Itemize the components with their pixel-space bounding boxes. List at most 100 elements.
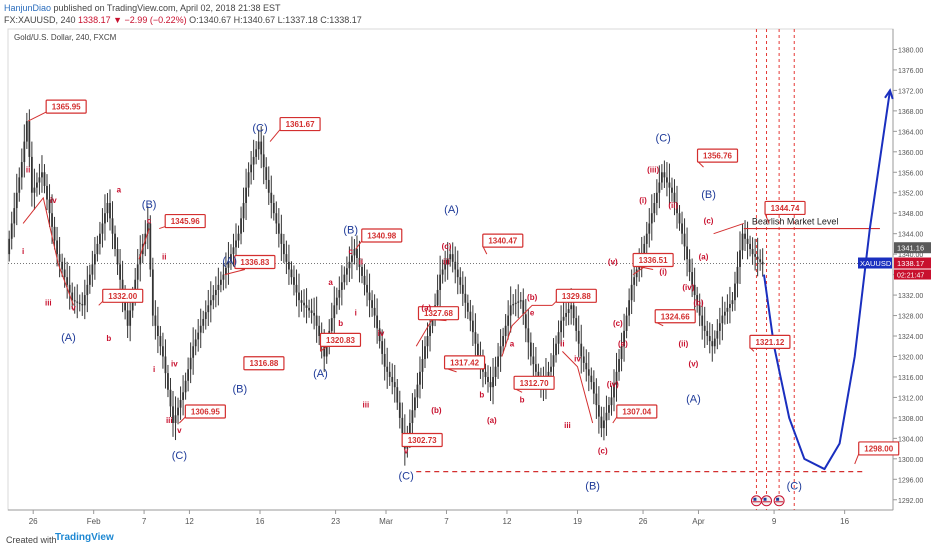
y-tick-label: 1360.00: [898, 150, 923, 157]
candle-body: [383, 353, 386, 367]
candle-body: [167, 373, 169, 390]
y-tick-label: 1368.00: [898, 109, 923, 116]
candle-body: [295, 284, 298, 293]
candle-body: [668, 182, 671, 188]
candle-body: [154, 315, 157, 326]
candle-body: [648, 223, 651, 234]
wave-label: i: [22, 247, 24, 256]
candle-body: [605, 412, 608, 421]
candle-body: [240, 218, 242, 234]
price-box-label: 1340.47: [488, 237, 517, 246]
candle-body: [749, 243, 751, 250]
y-tick-label: 1300.00: [898, 457, 923, 464]
candle-body: [449, 254, 452, 260]
candle-body: [13, 208, 16, 224]
y-tick-label: 1364.00: [898, 129, 923, 136]
wave-label: i: [355, 309, 357, 318]
candle-body: [567, 309, 570, 313]
y-tick-label: 1348.00: [898, 211, 923, 218]
tradingview-logo[interactable]: TradingView: [55, 532, 114, 543]
y-tick-label: 1304.00: [898, 436, 923, 443]
current-price-tag-label: 1338.17: [897, 259, 924, 268]
candle-body: [338, 289, 341, 298]
x-tick-label: 26: [29, 517, 38, 526]
candle-body: [48, 199, 51, 214]
candle-body: [746, 238, 749, 244]
y-tick-label: 1332.00: [898, 293, 923, 300]
wave-connector-line: [501, 304, 553, 357]
ohlc-text: O:1340.67 H:1340.67 L:1337.18 C:1338.17: [189, 15, 362, 25]
candle-body: [101, 223, 104, 234]
candle-body: [509, 305, 512, 316]
candle-body: [696, 295, 699, 306]
candle-body: [164, 356, 167, 374]
candle-body: [340, 282, 343, 290]
candle-body: [411, 410, 414, 424]
author-link[interactable]: HanjunDiao: [4, 3, 52, 13]
price-box-leader: [612, 416, 618, 424]
wave-label: (b): [693, 298, 704, 307]
candle-body: [494, 366, 497, 377]
candle-body: [333, 305, 336, 319]
wave-label: ii: [26, 165, 30, 174]
wave-label: v: [71, 303, 76, 312]
candle-body: [187, 369, 190, 381]
x-tick-label: 7: [142, 517, 147, 526]
candle-body: [237, 233, 240, 241]
price-box: [319, 332, 362, 347]
candle-body: [676, 202, 678, 214]
price-box-label: 1324.66: [661, 312, 690, 321]
candle-body: [189, 357, 192, 370]
candle-body: [8, 238, 11, 255]
y-tick-label: 1352.00: [898, 191, 923, 198]
degree-wave-label: (A): [222, 255, 237, 267]
candle-body: [660, 172, 663, 183]
last-price: 1338.17: [78, 15, 111, 25]
candle-body: [275, 213, 278, 224]
candle-body: [431, 315, 434, 326]
candle-body: [570, 305, 573, 310]
candle-body: [214, 289, 217, 296]
candle-body: [739, 250, 741, 267]
candle-body: [736, 266, 739, 284]
candle-body: [28, 121, 31, 157]
candle-body: [414, 397, 416, 411]
candle-body: [401, 417, 404, 434]
candle-body: [134, 279, 137, 296]
candle-body: [318, 325, 321, 337]
candle-body: [454, 261, 457, 270]
wave-label: iii: [45, 298, 52, 307]
price-box-leader: [27, 111, 47, 122]
candle-body: [628, 300, 631, 316]
degree-wave-label: (C): [172, 450, 187, 462]
candle-body: [519, 300, 522, 302]
degree-wave-label: (C): [252, 122, 267, 134]
candle-body: [116, 249, 119, 265]
candle-body: [371, 300, 373, 308]
degree-wave-label: (C): [399, 470, 414, 482]
price-box-label: 1321.12: [755, 338, 784, 347]
candle-body: [151, 269, 154, 316]
candle-body: [582, 356, 585, 363]
wave-label: c: [147, 216, 152, 225]
wave-label: b: [106, 334, 111, 343]
candle-body: [532, 356, 535, 365]
candle-body: [585, 362, 588, 370]
candle-body: [68, 284, 71, 293]
wave-label: ii: [560, 339, 564, 348]
candle-body: [444, 264, 447, 270]
candle-body: [686, 246, 688, 260]
candle-body: [99, 233, 101, 244]
price-box-leader: [764, 213, 770, 224]
x-tick-label: 12: [185, 517, 194, 526]
x-tick-label: 16: [840, 517, 849, 526]
candle-body: [162, 346, 164, 357]
candle-body: [388, 371, 391, 377]
flag-canton: [776, 497, 780, 501]
current-price-tag: [894, 257, 931, 269]
candle-body: [204, 312, 207, 319]
candle-body: [451, 254, 454, 262]
candle-body: [744, 233, 746, 239]
price-box: [764, 200, 806, 216]
